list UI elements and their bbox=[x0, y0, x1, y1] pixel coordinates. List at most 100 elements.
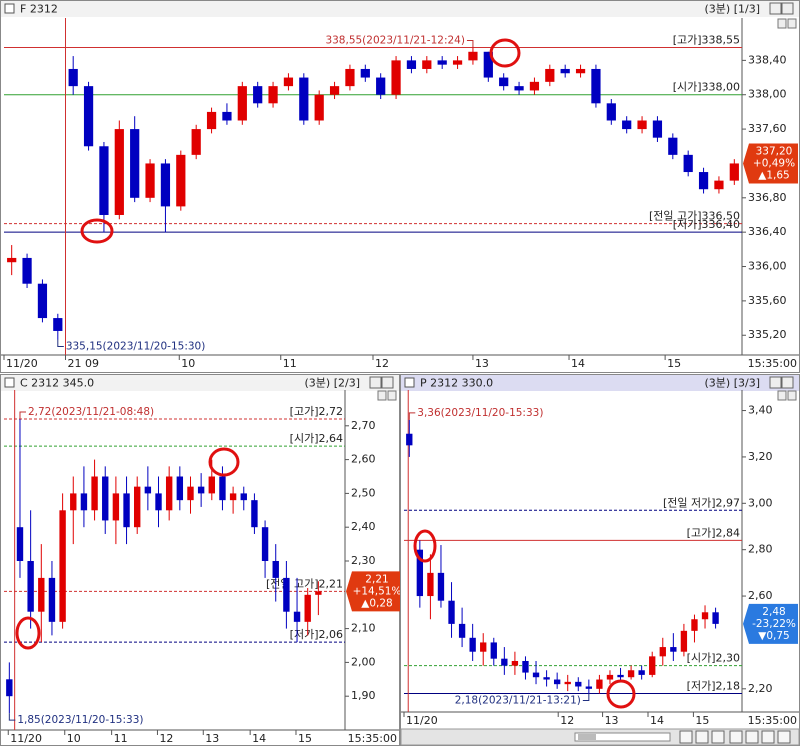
candle-body bbox=[543, 677, 550, 680]
candle-body bbox=[59, 510, 66, 622]
toolbar-button bbox=[745, 730, 759, 744]
y-tick-label: 2,50 bbox=[351, 486, 376, 499]
reference-label: [전일 저가]2,97 bbox=[663, 495, 740, 509]
candle-body bbox=[575, 68, 586, 74]
candle-body bbox=[437, 572, 445, 601]
highlight-circle bbox=[80, 218, 114, 244]
annotation-arrow bbox=[19, 411, 26, 420]
y-tick-label: 335,60 bbox=[748, 294, 787, 307]
x-tick-label: 12 bbox=[560, 714, 574, 727]
scale-button bbox=[787, 18, 797, 29]
reference-label: [전일 고가]336,50 bbox=[649, 209, 740, 223]
candle-body bbox=[649, 656, 656, 675]
candle-body bbox=[68, 68, 78, 87]
annotation-label: 335,15(2023/11/20-15:30) bbox=[66, 341, 206, 353]
y-tick-label: 2,80 bbox=[748, 543, 773, 556]
candle-body bbox=[293, 611, 301, 622]
candle-body bbox=[627, 670, 635, 678]
candle-body bbox=[564, 681, 571, 685]
panel-frame bbox=[0, 374, 400, 746]
candle-body bbox=[360, 68, 370, 78]
candle-body bbox=[7, 257, 17, 263]
y-tick-label: 336,80 bbox=[748, 191, 787, 204]
highlight-circle bbox=[208, 447, 240, 477]
candle-body bbox=[680, 630, 688, 652]
candle-body bbox=[691, 619, 698, 631]
y-tick-label: 3,40 bbox=[748, 404, 773, 417]
candle-body bbox=[469, 637, 476, 652]
candle-body bbox=[314, 94, 324, 121]
last-price-label: +0,49% bbox=[753, 157, 795, 169]
toolbar-button bbox=[761, 730, 775, 744]
reference-label: [저가]2,06 bbox=[290, 628, 343, 641]
candle-body bbox=[283, 577, 290, 612]
x-tick-label: 13 bbox=[205, 732, 219, 745]
last-price-label: 337,20 bbox=[756, 145, 793, 157]
candle-body bbox=[155, 493, 162, 511]
candle-body bbox=[237, 86, 247, 121]
candle-body bbox=[70, 493, 77, 511]
panel-period: (3분) [3/3] bbox=[705, 377, 760, 390]
candle-body bbox=[422, 60, 432, 69]
candle-body bbox=[144, 486, 152, 494]
x-tick-label: 13 bbox=[475, 357, 489, 370]
candle-body bbox=[80, 493, 88, 511]
candle-body bbox=[27, 561, 34, 612]
candle-body bbox=[698, 172, 709, 190]
toolbar-button bbox=[729, 730, 743, 744]
y-tick-label: 3,00 bbox=[748, 496, 773, 509]
candle-body bbox=[416, 549, 424, 597]
candle-body bbox=[253, 86, 263, 104]
y-tick-label: 2,40 bbox=[351, 520, 376, 533]
candle-body bbox=[329, 86, 340, 95]
candle-body bbox=[22, 257, 32, 284]
y-tick-label: 3,20 bbox=[748, 450, 773, 463]
candle-body bbox=[701, 612, 709, 620]
last-price-label: -23,22% bbox=[752, 618, 796, 630]
annotation-arrow bbox=[466, 39, 474, 48]
candle-body bbox=[511, 660, 519, 666]
annotation-label: 1,85(2023/11/20-15:33) bbox=[17, 714, 143, 726]
candle-body bbox=[208, 476, 215, 494]
x-tick-label: 11/20 bbox=[10, 732, 42, 745]
candle-body bbox=[468, 51, 478, 61]
x-axis-end-label: 15:35:00 bbox=[748, 714, 797, 727]
candle-body bbox=[480, 642, 487, 652]
candle-body bbox=[38, 577, 45, 612]
x-tick-label: 14 bbox=[571, 357, 585, 370]
window-button bbox=[781, 2, 794, 15]
scale-button bbox=[777, 390, 787, 401]
header-icon bbox=[4, 3, 15, 14]
annotation-arrow bbox=[8, 713, 16, 721]
annotation-arrow bbox=[408, 412, 416, 420]
x-tick-label: 14 bbox=[650, 714, 664, 727]
candle-body bbox=[299, 77, 309, 121]
last-price-box bbox=[743, 603, 798, 644]
candle-body bbox=[712, 612, 719, 624]
window-button bbox=[381, 376, 394, 389]
candle-body bbox=[670, 647, 677, 652]
y-tick-label: 2,60 bbox=[748, 589, 773, 602]
x-tick-label: 15 bbox=[667, 357, 681, 370]
y-tick-label: 338,40 bbox=[748, 53, 787, 66]
candle-body bbox=[176, 476, 184, 501]
candle-body bbox=[659, 647, 666, 657]
toolbar-button bbox=[711, 730, 725, 744]
x-tick-label: 11 bbox=[283, 357, 297, 370]
candle-body bbox=[499, 77, 509, 87]
candle-body bbox=[114, 129, 124, 215]
candle-body bbox=[304, 594, 311, 622]
window-button bbox=[769, 2, 782, 15]
x-axis-end-label: 15:35:00 bbox=[348, 732, 397, 745]
candle-body bbox=[560, 68, 570, 74]
x-tick-label: 14 bbox=[252, 732, 266, 745]
x-tick-label: 11/20 bbox=[6, 357, 38, 370]
scale-button bbox=[777, 18, 787, 29]
x-tick-label: 11 bbox=[114, 732, 128, 745]
candle-body bbox=[123, 493, 130, 528]
candle-body bbox=[6, 679, 13, 697]
candle-body bbox=[165, 476, 173, 511]
candle-body bbox=[268, 86, 278, 104]
candle-body bbox=[638, 670, 645, 675]
